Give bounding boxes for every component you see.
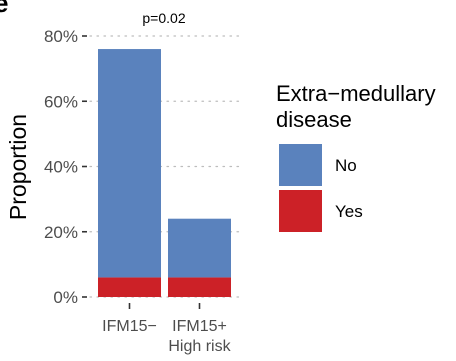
legend-title-line: Extra−medullary	[276, 81, 436, 106]
bar-segment-yes-1	[98, 277, 161, 297]
x-tick-label-line: IFM15−	[102, 318, 157, 335]
legend-label-no: No	[335, 156, 357, 175]
x-tick-label-line: High risk	[168, 338, 231, 355]
y-tick-label: 40%	[44, 158, 78, 177]
y-tick-label: 60%	[44, 92, 78, 111]
y-tick-label: 20%	[44, 223, 78, 242]
bar-segment-no-1	[98, 49, 161, 278]
y-axis: 0% 20% 40% 60% 80%	[44, 27, 87, 307]
legend-title: Extra−medullary disease	[276, 81, 436, 132]
bar-segment-no-2	[168, 218, 231, 278]
bar-segment-yes-2	[168, 277, 231, 297]
x-axis: IFM15− IFM15+ High risk	[102, 303, 232, 355]
legend: Extra−medullary disease No Yes	[276, 81, 436, 232]
legend-key-no	[279, 144, 322, 186]
bars	[98, 49, 231, 297]
legend-title-line: disease	[276, 107, 352, 132]
y-axis-label: Proportion	[5, 114, 31, 220]
y-tick-label: 0%	[53, 288, 78, 307]
legend-key-yes	[279, 190, 322, 232]
panel-label: e	[0, 0, 8, 18]
y-tick-label: 80%	[44, 27, 78, 46]
x-tick-label: IFM15+ High risk	[168, 318, 231, 355]
legend-label-yes: Yes	[335, 202, 363, 221]
x-tick-label-line: IFM15+	[172, 318, 227, 335]
p-value-annotation: p=0.02	[142, 10, 185, 26]
x-tick-label: IFM15−	[102, 318, 157, 335]
